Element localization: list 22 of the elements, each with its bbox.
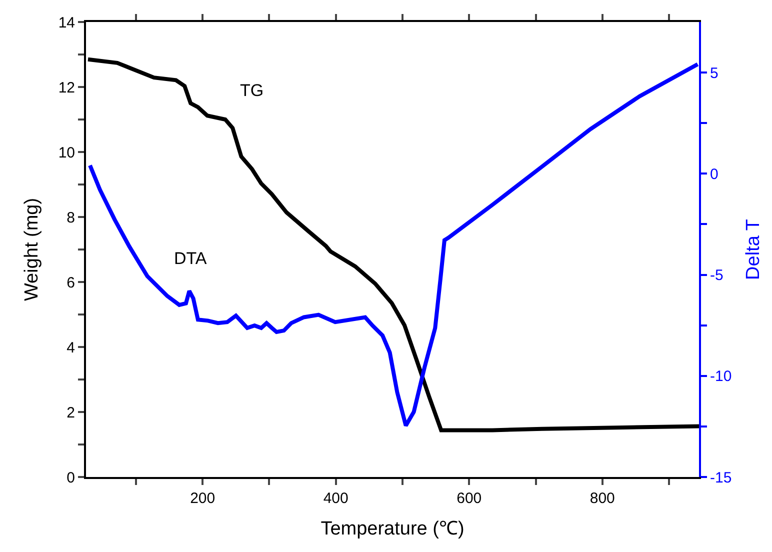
y-tick-label: 6: [66, 274, 75, 292]
y-tick-label: 12: [58, 79, 75, 96]
y-tick-label: 8: [66, 209, 75, 226]
series-label: DTA: [174, 249, 208, 268]
y2-tick-label: 0: [710, 166, 718, 183]
y2-tick-label: 5: [710, 64, 718, 82]
y-tick-label: 4: [66, 339, 75, 356]
y2-axis-title: Delta T: [742, 218, 764, 280]
y-tick-label: 2: [66, 404, 75, 422]
x-tick-label: 200: [190, 490, 216, 507]
y-axis-title: Weight (mg): [22, 198, 43, 302]
series-label: TG: [240, 81, 264, 100]
x-tick-label: 800: [590, 490, 615, 507]
y2-tick-label: -10: [710, 368, 732, 386]
x-axis-title: Temperature (℃): [320, 518, 464, 540]
x-tick-label: 400: [323, 490, 348, 507]
y-tick-label: 14: [58, 14, 75, 32]
y2-tick-label: -5: [710, 267, 724, 284]
y-tick-label: 10: [58, 144, 75, 162]
y-tick-label: 0: [66, 469, 75, 486]
x-tick-label: 600: [456, 490, 482, 507]
y2-tick-label: -15: [710, 469, 732, 486]
